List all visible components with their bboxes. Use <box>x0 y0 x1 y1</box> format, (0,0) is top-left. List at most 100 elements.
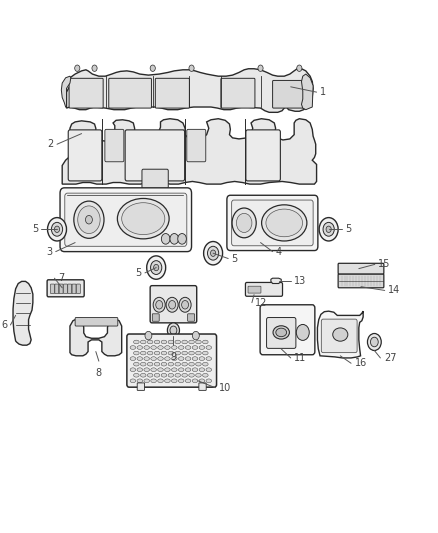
Ellipse shape <box>175 374 180 377</box>
Circle shape <box>92 65 97 71</box>
Circle shape <box>297 325 309 341</box>
Ellipse shape <box>178 368 184 372</box>
Ellipse shape <box>137 346 143 350</box>
Ellipse shape <box>192 379 198 383</box>
Polygon shape <box>318 311 363 358</box>
FancyBboxPatch shape <box>248 286 261 293</box>
Text: 27: 27 <box>384 353 396 363</box>
FancyBboxPatch shape <box>187 314 194 321</box>
FancyBboxPatch shape <box>127 334 216 387</box>
FancyBboxPatch shape <box>227 195 318 251</box>
Text: 10: 10 <box>219 383 231 393</box>
Ellipse shape <box>161 362 167 366</box>
FancyBboxPatch shape <box>68 284 72 294</box>
Text: 14: 14 <box>388 286 400 295</box>
FancyBboxPatch shape <box>199 383 206 390</box>
FancyBboxPatch shape <box>338 263 384 274</box>
Circle shape <box>319 217 338 241</box>
Text: 3: 3 <box>46 247 52 256</box>
Circle shape <box>371 337 378 347</box>
Text: 5: 5 <box>345 224 351 235</box>
Text: 13: 13 <box>294 276 307 286</box>
FancyBboxPatch shape <box>47 280 84 297</box>
Ellipse shape <box>141 374 146 377</box>
Ellipse shape <box>147 362 153 366</box>
Ellipse shape <box>172 379 177 383</box>
Ellipse shape <box>134 374 139 377</box>
Ellipse shape <box>182 340 187 344</box>
Ellipse shape <box>199 346 205 350</box>
FancyBboxPatch shape <box>65 193 187 246</box>
Ellipse shape <box>199 357 205 360</box>
Ellipse shape <box>202 374 208 377</box>
FancyBboxPatch shape <box>109 78 152 108</box>
Polygon shape <box>67 69 313 112</box>
Circle shape <box>151 261 162 274</box>
Text: 5: 5 <box>32 224 38 235</box>
Circle shape <box>167 323 180 338</box>
Ellipse shape <box>165 346 170 350</box>
Ellipse shape <box>137 379 143 383</box>
FancyBboxPatch shape <box>72 284 76 294</box>
Ellipse shape <box>273 326 290 339</box>
FancyBboxPatch shape <box>272 80 304 108</box>
Ellipse shape <box>182 374 187 377</box>
Ellipse shape <box>130 357 136 360</box>
FancyBboxPatch shape <box>59 284 63 294</box>
FancyBboxPatch shape <box>50 284 54 294</box>
FancyBboxPatch shape <box>221 78 255 108</box>
Circle shape <box>204 241 223 265</box>
Ellipse shape <box>199 368 205 372</box>
Ellipse shape <box>161 340 167 344</box>
Circle shape <box>178 233 186 244</box>
Ellipse shape <box>172 368 177 372</box>
FancyBboxPatch shape <box>76 284 80 294</box>
FancyBboxPatch shape <box>142 169 168 188</box>
Ellipse shape <box>189 340 194 344</box>
Circle shape <box>170 233 179 244</box>
Circle shape <box>54 226 60 232</box>
Circle shape <box>74 201 104 238</box>
Ellipse shape <box>168 362 173 366</box>
Ellipse shape <box>196 374 201 377</box>
Text: 4: 4 <box>276 247 282 256</box>
Ellipse shape <box>182 351 187 355</box>
Ellipse shape <box>182 362 187 366</box>
Ellipse shape <box>196 362 201 366</box>
FancyBboxPatch shape <box>338 274 384 288</box>
Ellipse shape <box>206 379 212 383</box>
Ellipse shape <box>276 328 286 337</box>
Ellipse shape <box>189 362 194 366</box>
Ellipse shape <box>154 340 160 344</box>
FancyBboxPatch shape <box>155 78 189 108</box>
Ellipse shape <box>168 374 173 377</box>
Ellipse shape <box>178 346 184 350</box>
Ellipse shape <box>168 351 173 355</box>
FancyBboxPatch shape <box>321 319 357 353</box>
Ellipse shape <box>161 351 167 355</box>
Text: 5: 5 <box>232 254 238 263</box>
Circle shape <box>237 213 252 232</box>
Ellipse shape <box>134 362 139 366</box>
Ellipse shape <box>158 368 163 372</box>
Ellipse shape <box>147 374 153 377</box>
FancyBboxPatch shape <box>55 284 59 294</box>
FancyBboxPatch shape <box>105 130 124 162</box>
Ellipse shape <box>137 357 143 360</box>
FancyBboxPatch shape <box>125 130 185 181</box>
Ellipse shape <box>117 198 169 239</box>
Circle shape <box>211 250 215 256</box>
Ellipse shape <box>141 351 146 355</box>
Ellipse shape <box>185 368 191 372</box>
FancyBboxPatch shape <box>187 130 206 162</box>
Ellipse shape <box>165 357 170 360</box>
Ellipse shape <box>161 374 167 377</box>
Polygon shape <box>62 119 317 184</box>
FancyBboxPatch shape <box>68 130 102 181</box>
Circle shape <box>367 334 381 351</box>
Text: 1: 1 <box>320 87 326 97</box>
Ellipse shape <box>158 346 163 350</box>
Circle shape <box>48 217 67 241</box>
Text: 6: 6 <box>1 320 7 330</box>
FancyBboxPatch shape <box>246 130 280 181</box>
